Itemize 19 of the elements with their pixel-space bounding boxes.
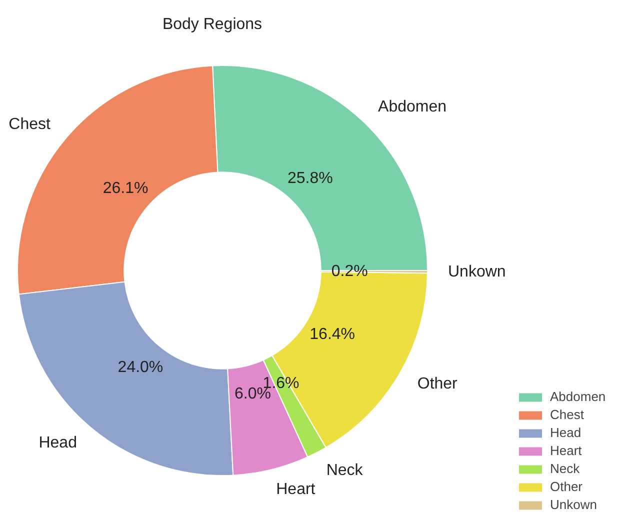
data-label: 16.4% xyxy=(310,326,356,343)
slice-label: Abdomen xyxy=(378,98,447,116)
data-label: 24.0% xyxy=(118,359,164,376)
legend-label: Abdomen xyxy=(550,389,606,404)
slice-label: Heart xyxy=(276,481,316,498)
legend-label: Neck xyxy=(550,461,580,476)
data-label: 25.8% xyxy=(287,170,333,187)
legend-label: Unkown xyxy=(550,497,597,512)
legend-label: Head xyxy=(550,425,582,440)
slice-label: Neck xyxy=(326,462,364,480)
legend-label: Heart xyxy=(550,443,582,458)
slice-label: Other xyxy=(417,375,458,392)
slice-label: Chest xyxy=(8,116,52,134)
data-label: 26.1% xyxy=(102,180,148,197)
legend-label: Chest xyxy=(550,407,584,422)
chart-title: Body Regions xyxy=(162,16,262,33)
legend-label: Other xyxy=(550,479,583,494)
slice-label: Unkown xyxy=(448,263,506,280)
slice-label: Head xyxy=(38,434,77,452)
